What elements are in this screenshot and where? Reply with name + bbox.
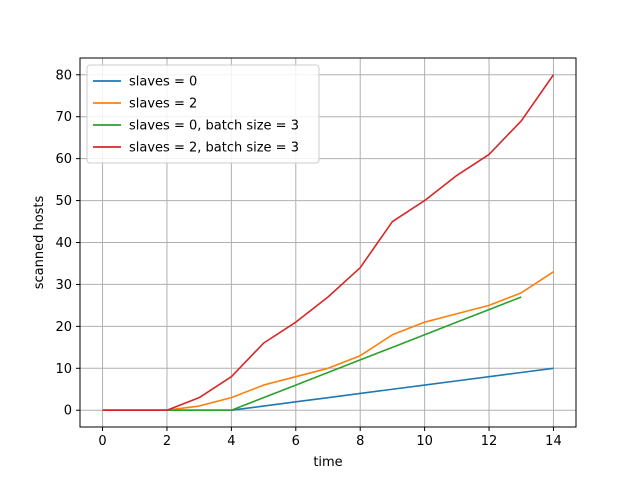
legend-box bbox=[86, 64, 320, 164]
y-tick-label: 30 bbox=[55, 278, 72, 293]
y-tick-label: 60 bbox=[55, 152, 72, 167]
series-lines bbox=[102, 74, 555, 412]
x-tick-label: 8 bbox=[356, 434, 364, 449]
x-tick-label: 0 bbox=[98, 434, 106, 449]
x-tick-label: 14 bbox=[545, 434, 562, 449]
y-tick-label: 80 bbox=[55, 68, 72, 83]
x-tick-label: 2 bbox=[163, 434, 171, 449]
series-line-2 bbox=[102, 271, 554, 412]
series-line-3 bbox=[102, 296, 522, 412]
y-tick-label: 70 bbox=[55, 110, 72, 125]
y-tick-label: 10 bbox=[55, 362, 72, 377]
legend-label: slaves = 2 bbox=[129, 97, 197, 112]
series-line-4 bbox=[102, 74, 555, 412]
axis-ticks: 0 2 4 6 8 10 12 14 0 10 20 30 40 50 60 70 80 bbox=[55, 68, 561, 449]
x-tick-label: 12 bbox=[481, 434, 498, 449]
legend: slaves = 0 slaves = 2 slaves = 0, batch si… bbox=[86, 64, 320, 164]
y-axis-label: scanned hosts bbox=[32, 195, 47, 289]
y-tick-label: 40 bbox=[55, 236, 72, 251]
legend-label: slaves = 0, batch size = 3 bbox=[129, 119, 299, 134]
legend-label: slaves = 2, batch size = 3 bbox=[129, 141, 299, 156]
x-axis-label: time bbox=[313, 455, 342, 470]
x-tick-label: 6 bbox=[292, 434, 300, 449]
y-tick-label: 20 bbox=[55, 320, 72, 335]
y-tick-label: 0 bbox=[64, 404, 72, 419]
legend-label: slaves = 0 bbox=[129, 75, 197, 90]
y-tick-label: 50 bbox=[55, 194, 72, 209]
x-tick-label: 4 bbox=[227, 434, 235, 449]
x-tick-label: 10 bbox=[416, 434, 433, 449]
